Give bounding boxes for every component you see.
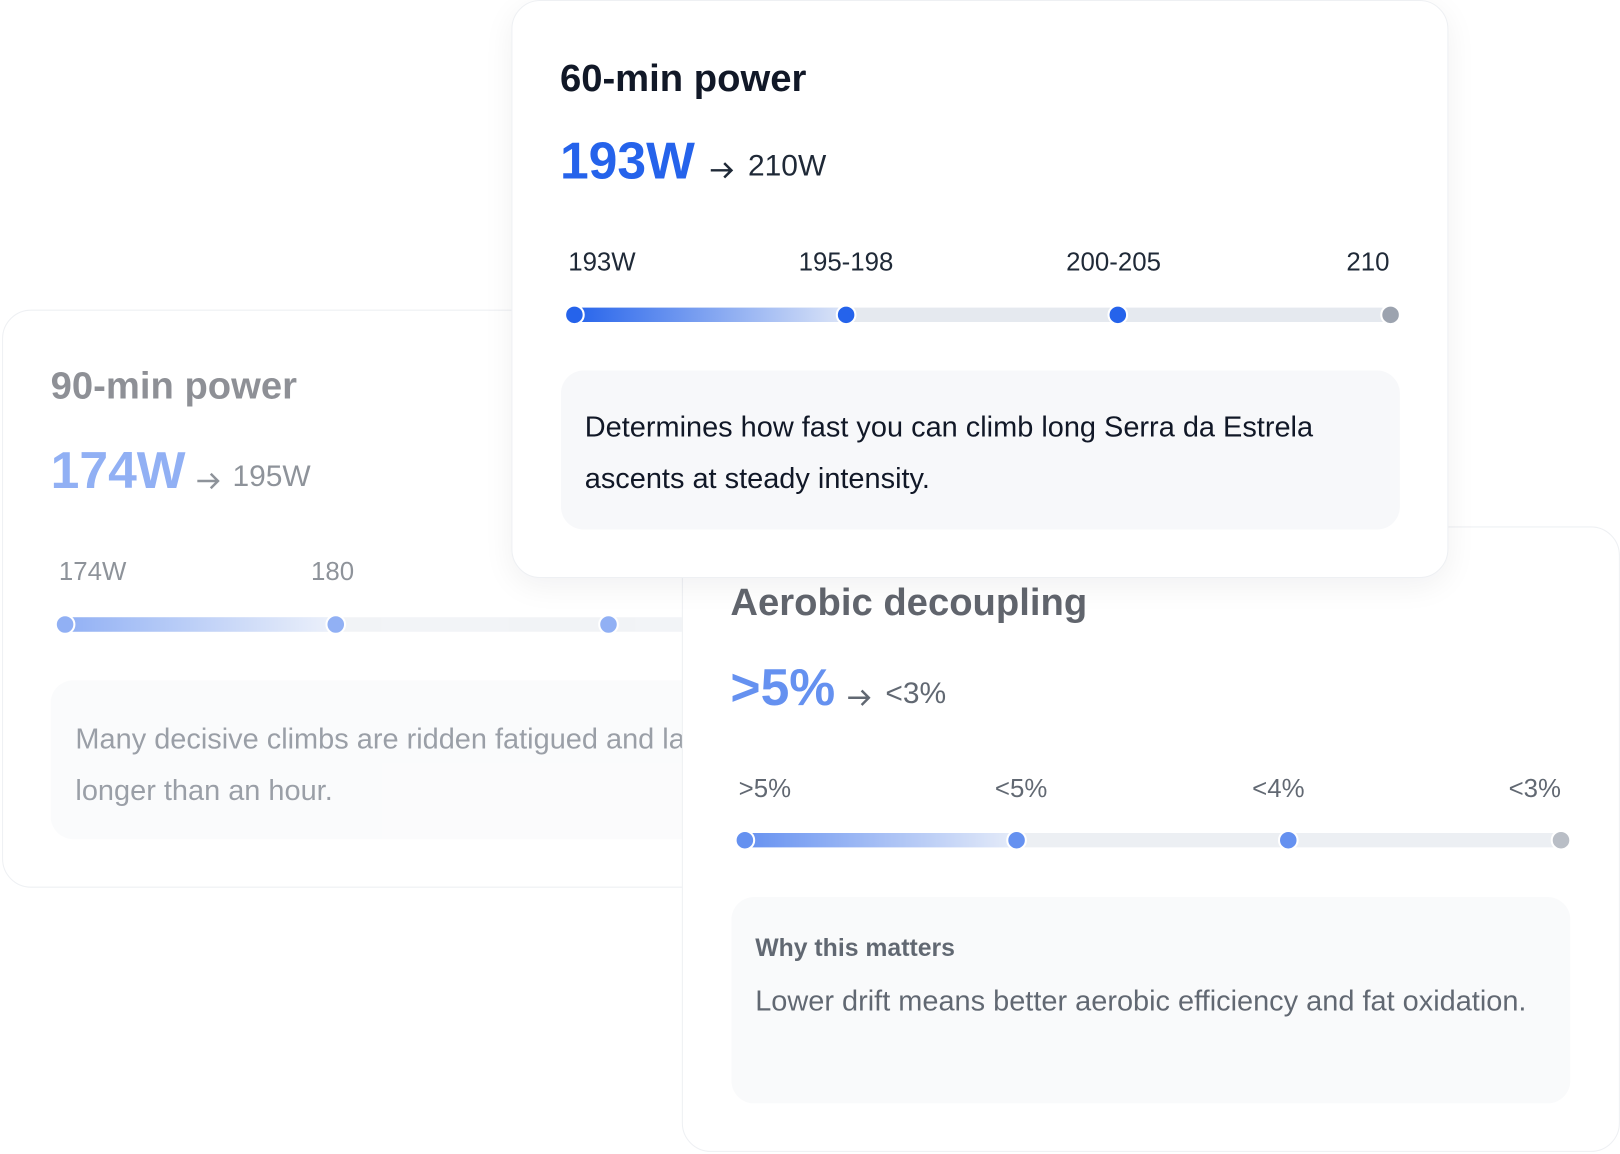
scale-label: 195-198 <box>798 247 894 277</box>
scale-label: <3% <box>1508 774 1562 804</box>
card-title: 60-min power <box>559 56 807 100</box>
current-value: 193W <box>559 132 695 190</box>
step-dot <box>598 614 619 635</box>
card-title: 90-min power <box>50 364 298 407</box>
note-heading: Why this matters <box>755 934 955 963</box>
current-value: >5% <box>730 658 836 717</box>
card-title: Aerobic decoupling <box>730 581 1088 624</box>
card-content: 60-min power 193W 210W 193W 195-198 200-… <box>512 1 1447 577</box>
scale-label: 180 <box>310 557 355 587</box>
scale-label: >5% <box>738 774 792 804</box>
step-dot <box>1006 829 1027 851</box>
step-dot <box>1380 304 1401 326</box>
step-dot <box>325 614 347 635</box>
step-dot <box>54 614 76 635</box>
metric-card: 60-min power 193W 210W 193W 195-198 200-… <box>511 0 1449 579</box>
card-content: Aerobic decoupling >5% <3% >5% <5% <4% <… <box>683 527 1619 1150</box>
step-dot <box>1107 304 1129 326</box>
arrow-icon <box>848 689 871 706</box>
step-dot <box>1277 829 1299 851</box>
progress-track <box>564 304 1401 326</box>
arrow-icon <box>197 472 220 490</box>
progress-track <box>54 614 892 635</box>
target-value: <3% <box>885 677 947 711</box>
current-value: 174W <box>50 441 186 500</box>
step-dot <box>1550 829 1572 851</box>
step-dot <box>835 304 857 326</box>
scale-label: 174W <box>58 557 127 587</box>
step-dot <box>734 829 756 851</box>
target-value: 210W <box>747 149 827 183</box>
progress-track <box>734 829 1572 851</box>
scale-label: <4% <box>1252 774 1305 804</box>
target-value: 195W <box>232 460 311 494</box>
description: Lower drift means better aerobic efficie… <box>755 984 1527 1017</box>
description-box: Why this matters Lower drift means bette… <box>731 896 1571 1104</box>
step-dot <box>564 304 585 326</box>
scale-label: 210 <box>1346 247 1390 277</box>
metric-card: Aerobic decoupling >5% <3% >5% <5% <4% <… <box>681 526 1620 1152</box>
description: Many decisive climbs are ridden fatigued… <box>75 722 708 807</box>
progress-fill <box>742 832 1015 848</box>
progress-fill <box>63 617 334 632</box>
description-box: Determines how fast you can climb long S… <box>560 370 1400 530</box>
scale-label: 193W <box>568 247 636 277</box>
scale-label: 200-205 <box>1066 247 1161 277</box>
arrow-icon <box>710 162 734 179</box>
progress-fill <box>572 307 845 323</box>
scale-label: <5% <box>994 774 1048 804</box>
description: Determines how fast you can climb long S… <box>584 410 1314 495</box>
